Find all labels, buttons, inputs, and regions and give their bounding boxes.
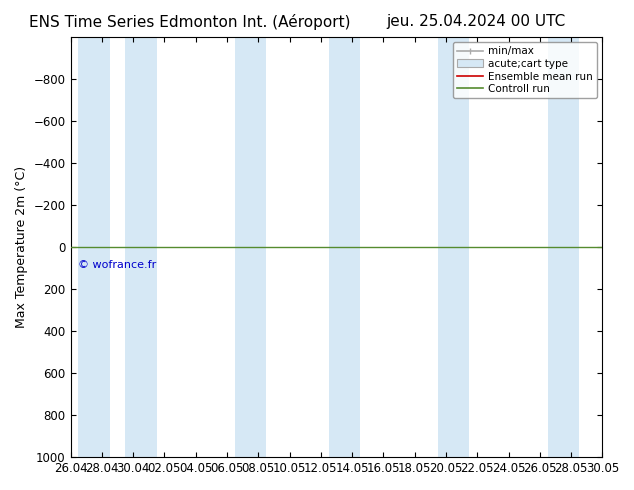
Bar: [438, 37, 469, 457]
Bar: [126, 37, 157, 457]
Text: © wofrance.fr: © wofrance.fr: [79, 260, 157, 270]
Text: jeu. 25.04.2024 00 UTC: jeu. 25.04.2024 00 UTC: [386, 14, 565, 29]
Legend: min/max, acute;cart type, Ensemble mean run, Controll run: min/max, acute;cart type, Ensemble mean …: [453, 42, 597, 98]
Bar: [79, 37, 110, 457]
Bar: [328, 37, 360, 457]
Bar: [548, 37, 579, 457]
Text: ENS Time Series Edmonton Int. (Aéroport): ENS Time Series Edmonton Int. (Aéroport): [29, 14, 351, 30]
Bar: [235, 37, 266, 457]
Y-axis label: Max Temperature 2m (°C): Max Temperature 2m (°C): [15, 166, 28, 328]
